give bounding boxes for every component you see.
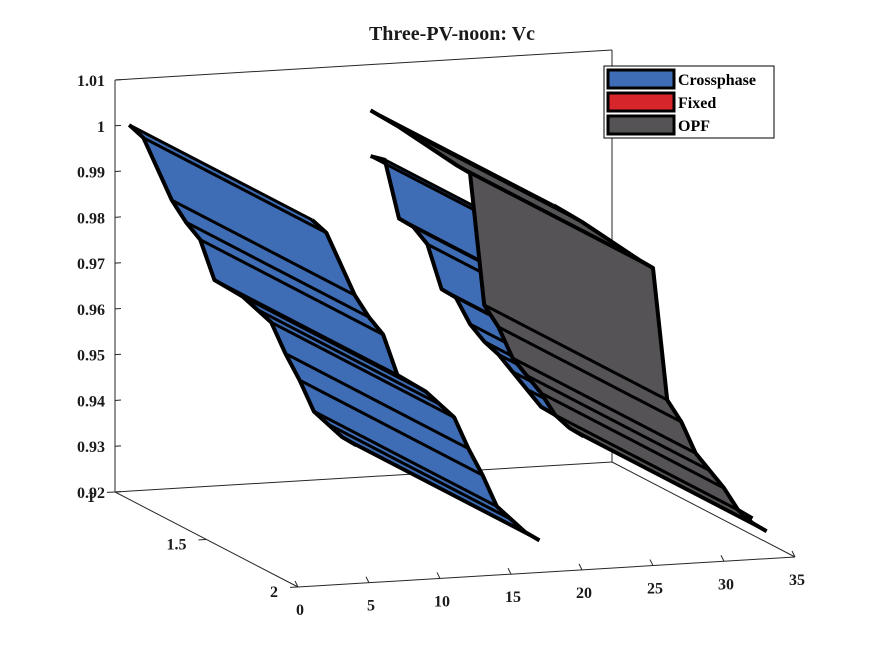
opf-surface-gridline xyxy=(511,356,697,455)
crossphase-surface-gridline xyxy=(142,136,328,235)
x-tick-label: 5 xyxy=(367,598,375,615)
opf-surface-gridline xyxy=(582,434,768,533)
back-top-edge xyxy=(114,49,613,81)
opf-surface-strip xyxy=(541,393,739,511)
z-tick-label: 0.94 xyxy=(77,393,105,410)
x-tick-label: 0 xyxy=(296,602,304,619)
crossphase-surface-gridline xyxy=(355,444,541,542)
x-tick-mark xyxy=(507,567,512,575)
legend-item-crossphase: Crossphase xyxy=(606,68,756,90)
crossphase-surface-strip xyxy=(271,322,469,449)
crossphase-surface-gridline xyxy=(171,198,356,297)
crossphase-surface-gridline xyxy=(327,422,512,521)
legend-swatch-opf xyxy=(606,114,676,136)
legend-swatch-crossphase xyxy=(606,68,676,90)
x-tick-label: 25 xyxy=(647,581,663,598)
x-tick-mark xyxy=(365,576,370,583)
crossphase-surface-strip xyxy=(200,239,398,375)
crossphase-surface-gridline xyxy=(270,321,455,419)
crossphase-surface-gridline xyxy=(298,378,484,477)
opf-surface-strip xyxy=(512,358,710,471)
crossphase-surface-gridline xyxy=(284,352,470,450)
z-tick-label: 1.01 xyxy=(77,73,105,90)
z-tick-label: 0.93 xyxy=(77,439,105,456)
legend: Crossphase Fixed OPF xyxy=(603,65,775,139)
x-axis-line xyxy=(297,556,796,588)
opf-surface-gridline xyxy=(497,325,683,424)
floor-back-edge xyxy=(114,461,613,493)
crossphase-surface-edge xyxy=(127,123,358,448)
x-tick-label: 30 xyxy=(718,576,734,593)
legend-swatch-fixed xyxy=(606,91,676,113)
opf-surface-strip xyxy=(470,173,668,400)
crossphase-surface-strip xyxy=(171,200,369,318)
x-tick-mark xyxy=(436,572,441,579)
crossphase-surface-strip xyxy=(143,137,355,296)
legend-label-crossphase: Crossphase xyxy=(678,72,756,89)
crossphase-surface-strip xyxy=(285,353,483,476)
z-tick-label: 0.95 xyxy=(77,348,105,365)
opf-surface-gridline xyxy=(540,391,725,490)
opf-surface-strip xyxy=(498,326,696,454)
legend-item-opf: OPF xyxy=(606,114,710,136)
opf-surface-gridline xyxy=(483,303,668,402)
z-tick-label: 0.96 xyxy=(77,302,105,319)
legend-label-fixed: Fixed xyxy=(678,95,716,112)
opf-surface-strip xyxy=(484,304,682,422)
opf-surface-strip xyxy=(399,126,639,260)
axis-ticks: 0.92 0.93 0.94 0.95 0.96 0.97 0.98 0.99 1 1.01 1 1.… xyxy=(77,73,805,619)
x-tick-mark xyxy=(649,559,654,566)
opf-surface-gridline xyxy=(469,171,654,270)
crossphase-surface-gridline xyxy=(185,220,370,319)
legend-item-fixed: Fixed xyxy=(606,91,716,113)
opf-surface-gridline xyxy=(554,413,739,512)
crossphase-surface-gridline xyxy=(313,410,498,508)
chart-title: Three-PV-noon: Vc xyxy=(369,23,535,45)
x-tick-mark xyxy=(578,563,583,571)
opf-surface xyxy=(369,108,768,533)
crossphase-surface-gridline xyxy=(256,308,441,406)
x-tick-label: 15 xyxy=(505,589,521,606)
opf-surface-strip xyxy=(526,375,724,489)
z-tick-label: 0.97 xyxy=(77,256,105,273)
floor-right-edge xyxy=(611,461,796,558)
y-tick-label: 1 xyxy=(87,489,95,506)
opf-surface-gridline xyxy=(526,374,711,472)
crossphase-surface-gridline xyxy=(199,238,384,336)
x-tick-label: 20 xyxy=(576,585,592,602)
crossphase-surface-gridline xyxy=(242,295,427,393)
surface-plot xyxy=(127,108,768,543)
crossphase-surface-edge xyxy=(310,218,541,543)
z-tick-label: 0.92 xyxy=(77,485,105,502)
z-tick-label: 1 xyxy=(97,119,105,136)
legend-label-opf: OPF xyxy=(678,118,710,135)
z-tick-label: 0.99 xyxy=(77,165,105,182)
crossphase-surface-gridline xyxy=(128,123,313,222)
y-tick-label: 2 xyxy=(270,584,278,601)
crossphase-surface-strip xyxy=(186,222,384,335)
x-tick-mark xyxy=(294,580,299,588)
z-tick-label: 0.98 xyxy=(77,210,105,227)
x-tick-mark xyxy=(720,555,725,562)
x-tick-label: 10 xyxy=(434,593,450,610)
y-tick-label: 1.5 xyxy=(167,537,187,554)
opf-surface-gridline xyxy=(398,125,583,224)
crossphase-surface-strip xyxy=(299,380,497,507)
x-tick-mark xyxy=(791,550,796,558)
x-tick-label: 35 xyxy=(789,572,805,589)
